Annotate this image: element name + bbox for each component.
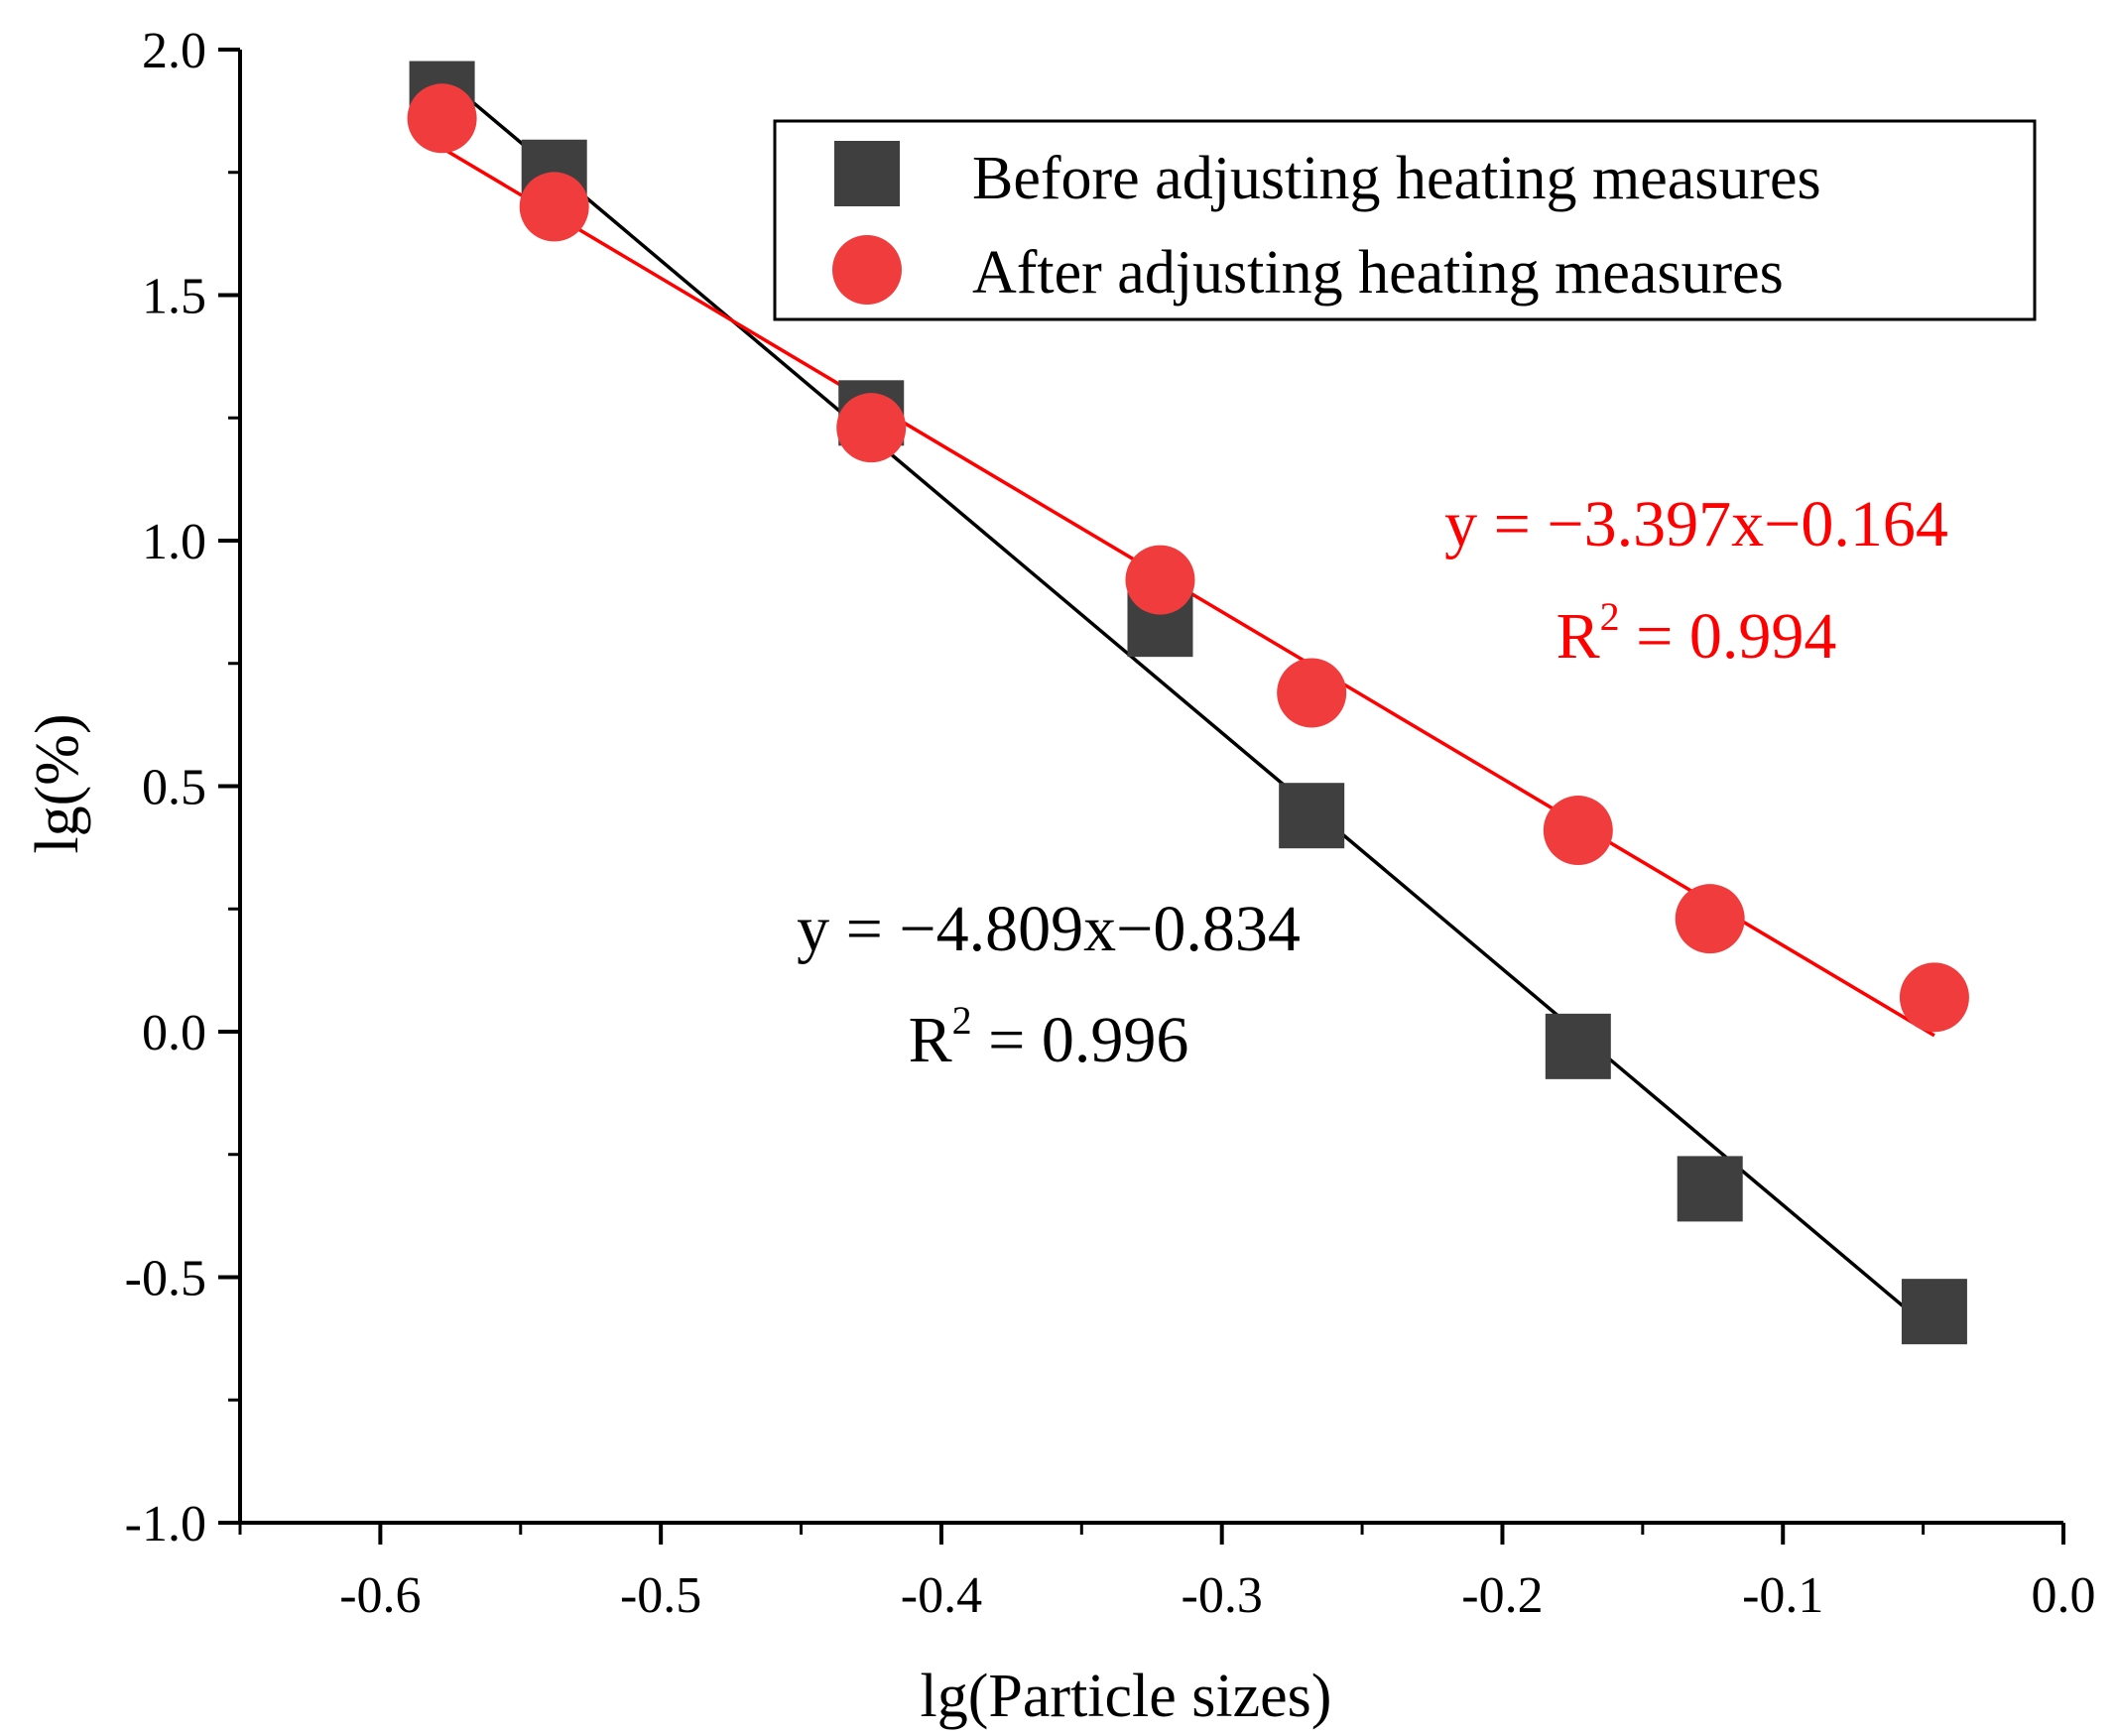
legend-square-marker [834,141,900,206]
data-point-circle [836,393,907,463]
data-point-circle [1125,545,1195,615]
y-tick-label: -1.0 [125,1496,206,1552]
black-fit-r2: R2 = 0.996 [909,998,1189,1076]
x-tick-label: -0.5 [620,1567,701,1624]
red-fit-annotation: y = −3.397x−0.164 R2 = 0.994 [1444,488,1948,673]
data-point-circle [519,172,589,242]
legend-circle-marker [832,235,902,305]
x-tick-label: -0.3 [1182,1567,1263,1624]
x-tick-label: -0.4 [901,1567,982,1624]
legend-label-before: Before adjusting heating measures [972,145,1821,212]
data-markers [407,61,1969,1345]
data-point-circle [1543,796,1613,866]
black-fit-annotation: y = −4.809x−0.834 R2 = 0.996 [797,893,1301,1076]
red-fit-equation: y = −3.397x−0.164 [1444,488,1948,560]
legend-label-after: After adjusting heating measures [972,239,1784,307]
data-point-circle [1899,962,1969,1033]
x-tick-label: -0.1 [1742,1567,1823,1624]
y-tick-label: -0.5 [125,1251,206,1307]
data-point-circle [407,83,477,154]
x-tick-label: -0.2 [1461,1567,1543,1624]
x-axis-title: lg(Particle sizes) [921,1663,1332,1730]
y-tick-label: 0.5 [142,760,206,816]
y-axis-title: lg(%) [24,713,91,853]
legend: Before adjusting heating measures After … [773,119,2037,321]
black-fit-equation: y = −4.809x−0.834 [797,893,1301,965]
data-point-square [1677,1156,1743,1222]
data-point-square [1901,1279,1967,1345]
y-tick-label: 1.5 [142,269,206,325]
data-point-circle [1675,884,1745,954]
red-fit-r2: R2 = 0.994 [1557,594,1837,673]
data-point-square [1545,1013,1611,1079]
y-tick-label: 2.0 [142,23,206,79]
y-tick-label: 0.0 [142,1005,206,1061]
x-tick-label: -0.6 [339,1567,421,1624]
axes: -0.6 -0.5 -0.4 -0.3 -0.2 -0.1 0.0 -1.0 -0.5 0.0 0.… [125,23,2096,1624]
x-tick-label: 0.0 [2032,1567,2096,1624]
data-point-circle [1277,658,1347,728]
fit-line-before [440,74,1936,1334]
y-tick-label: 1.0 [142,514,206,570]
legend-frame [773,119,2037,321]
data-point-square [1279,783,1345,849]
